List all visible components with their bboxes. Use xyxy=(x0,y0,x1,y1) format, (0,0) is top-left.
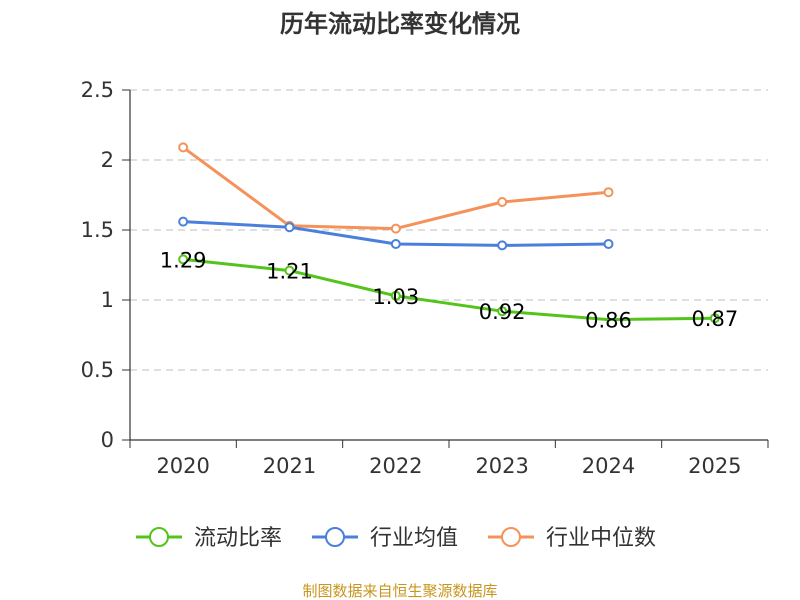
y-tick-label: 2 xyxy=(101,148,114,172)
series-lines xyxy=(178,142,720,324)
data-label: 0.87 xyxy=(691,307,738,331)
x-tick-label: 2020 xyxy=(156,454,209,478)
data-point[interactable] xyxy=(497,197,508,207)
legend-marker-icon xyxy=(149,527,169,547)
y-tick-label: 1.5 xyxy=(81,218,114,242)
legend-marker-icon xyxy=(501,527,521,547)
legend-label: 行业中位数 xyxy=(546,526,656,551)
series-line xyxy=(183,257,715,322)
y-tick-label: 2.5 xyxy=(81,78,114,102)
data-point[interactable] xyxy=(178,254,189,265)
data-point[interactable] xyxy=(603,239,614,249)
y-tick-label: 0 xyxy=(101,428,114,452)
y-tick-label: 0.5 xyxy=(81,358,114,382)
data-point[interactable] xyxy=(284,222,295,233)
x-tick-label: 2022 xyxy=(369,454,422,478)
source-note: 制图数据来自恒生聚源数据库 xyxy=(302,582,497,600)
data-label: 0.92 xyxy=(479,300,526,324)
x-tick-label: 2025 xyxy=(688,454,741,478)
data-point[interactable] xyxy=(178,142,189,153)
legend-item-1[interactable]: 流动比率 xyxy=(136,526,282,551)
legend[interactable]: 流动比率 行业均值 行业中位数 xyxy=(136,526,656,551)
data-label: 1.21 xyxy=(266,260,313,284)
data-point[interactable] xyxy=(178,216,189,227)
data-labels: 1.29 1.21 1.03 0.92 0.86 0.87 xyxy=(160,248,738,332)
series-3 xyxy=(178,142,614,234)
data-label: 0.86 xyxy=(585,309,632,333)
legend-marker-icon xyxy=(325,527,345,547)
chart-title: 历年流动比率变化情况 xyxy=(280,10,520,38)
data-point[interactable] xyxy=(603,187,614,198)
x-tick-label: 2024 xyxy=(582,454,635,478)
data-point[interactable] xyxy=(497,306,508,317)
legend-label: 行业均值 xyxy=(370,526,458,551)
axes: 0 0.5 1 1.5 2 2.5 2020 2021 2022 2023 2024 2025 xyxy=(81,78,769,478)
legend-item-3[interactable]: 行业中位数 xyxy=(488,526,656,551)
data-point[interactable] xyxy=(284,265,295,276)
data-point[interactable] xyxy=(390,239,401,249)
series-1 xyxy=(178,254,720,324)
data-point[interactable] xyxy=(390,223,401,234)
data-point[interactable] xyxy=(390,290,401,301)
x-tick-label: 2021 xyxy=(263,454,316,478)
legend-label: 流动比率 xyxy=(194,526,282,551)
x-tick-label: 2023 xyxy=(475,454,528,478)
legend-item-2[interactable]: 行业均值 xyxy=(312,526,458,551)
data-label: 1.29 xyxy=(160,248,207,272)
y-tick-label: 1 xyxy=(101,288,114,312)
grid-lines xyxy=(130,89,768,371)
series-2 xyxy=(178,216,614,251)
data-point[interactable] xyxy=(709,313,720,324)
data-point[interactable] xyxy=(497,240,508,251)
data-label: 1.03 xyxy=(372,285,419,309)
